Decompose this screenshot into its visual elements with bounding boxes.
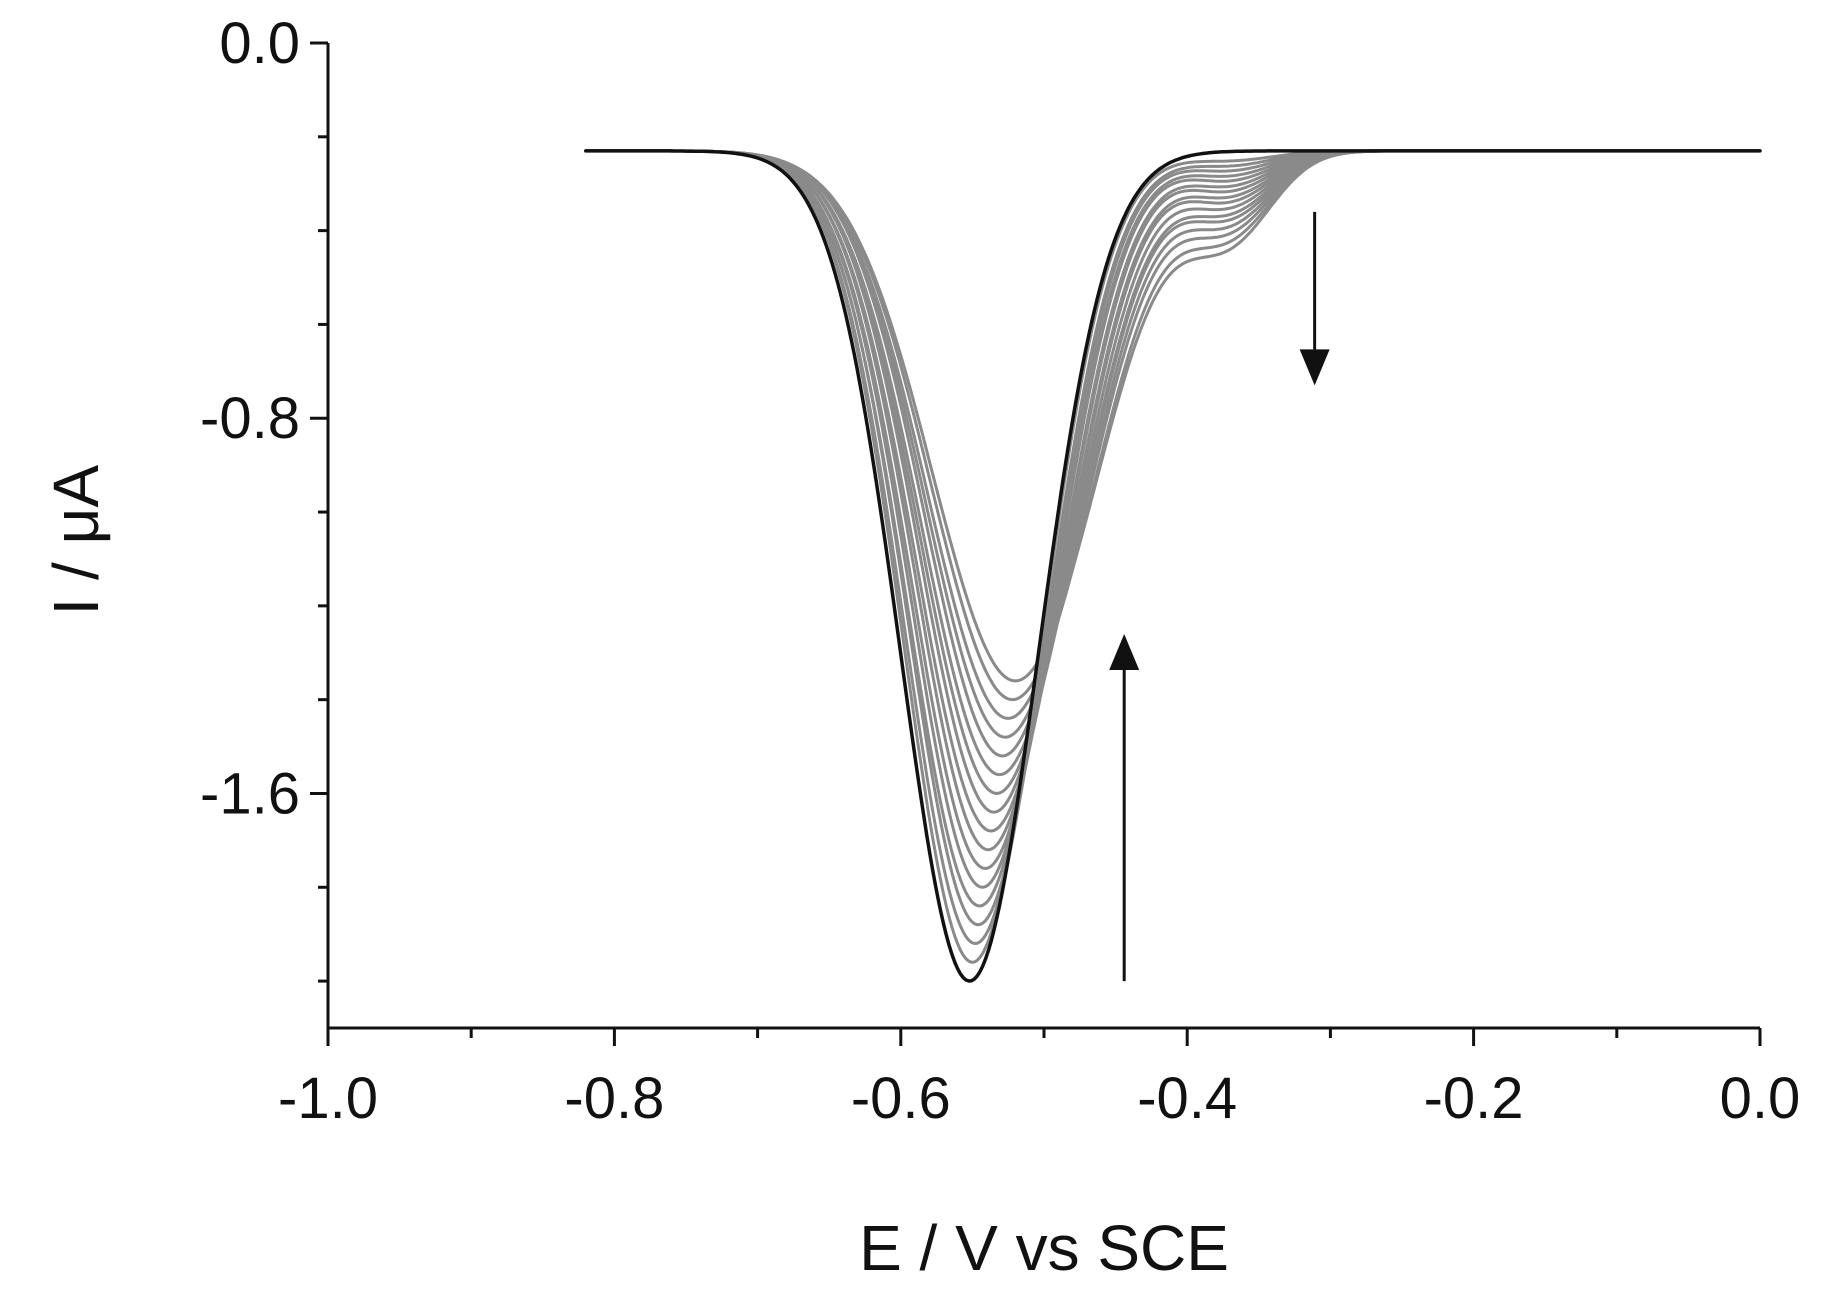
annotation-layer xyxy=(1109,211,1330,982)
voltammogram-trace xyxy=(584,149,1762,720)
voltammogram-trace xyxy=(584,149,1762,739)
x-tick-label: -0.4 xyxy=(1137,1066,1237,1131)
x-tick-label: -1.0 xyxy=(278,1066,378,1131)
y-axis-title: I / μA xyxy=(40,465,112,616)
voltammogram-trace xyxy=(584,149,1762,983)
y-tick-label: -0.8 xyxy=(200,386,300,451)
x-tick-label: -0.6 xyxy=(851,1066,951,1131)
ticks-layer: -1.0 -0.8 -0.6 -0.4 -0.2 0.0 0.0 -0.8 -1.6 xyxy=(200,11,1800,1131)
voltammogram-trace xyxy=(584,149,1762,870)
voltammogram-trace xyxy=(584,149,1762,927)
x-tick-label: -0.2 xyxy=(1424,1066,1524,1131)
voltammogram-trace xyxy=(584,149,1762,777)
voltammogram-trace xyxy=(584,149,1762,758)
voltammogram-trace xyxy=(584,149,1762,852)
axes-layer xyxy=(326,43,1760,1030)
x-tick-label: -0.8 xyxy=(564,1066,664,1131)
y-tick-label: 0.0 xyxy=(219,11,300,76)
up-arrow-head xyxy=(1109,634,1140,670)
voltammogram-trace xyxy=(584,149,1762,833)
x-tick-label: 0.0 xyxy=(1720,1066,1801,1131)
down-arrow-head xyxy=(1299,349,1330,386)
y-tick-label: -1.6 xyxy=(200,761,300,826)
voltammogram-trace xyxy=(584,149,1762,702)
x-axis-title: E / V vs SCE xyxy=(859,1212,1229,1284)
traces-layer xyxy=(584,149,1762,983)
voltammogram-trace xyxy=(584,149,1762,908)
